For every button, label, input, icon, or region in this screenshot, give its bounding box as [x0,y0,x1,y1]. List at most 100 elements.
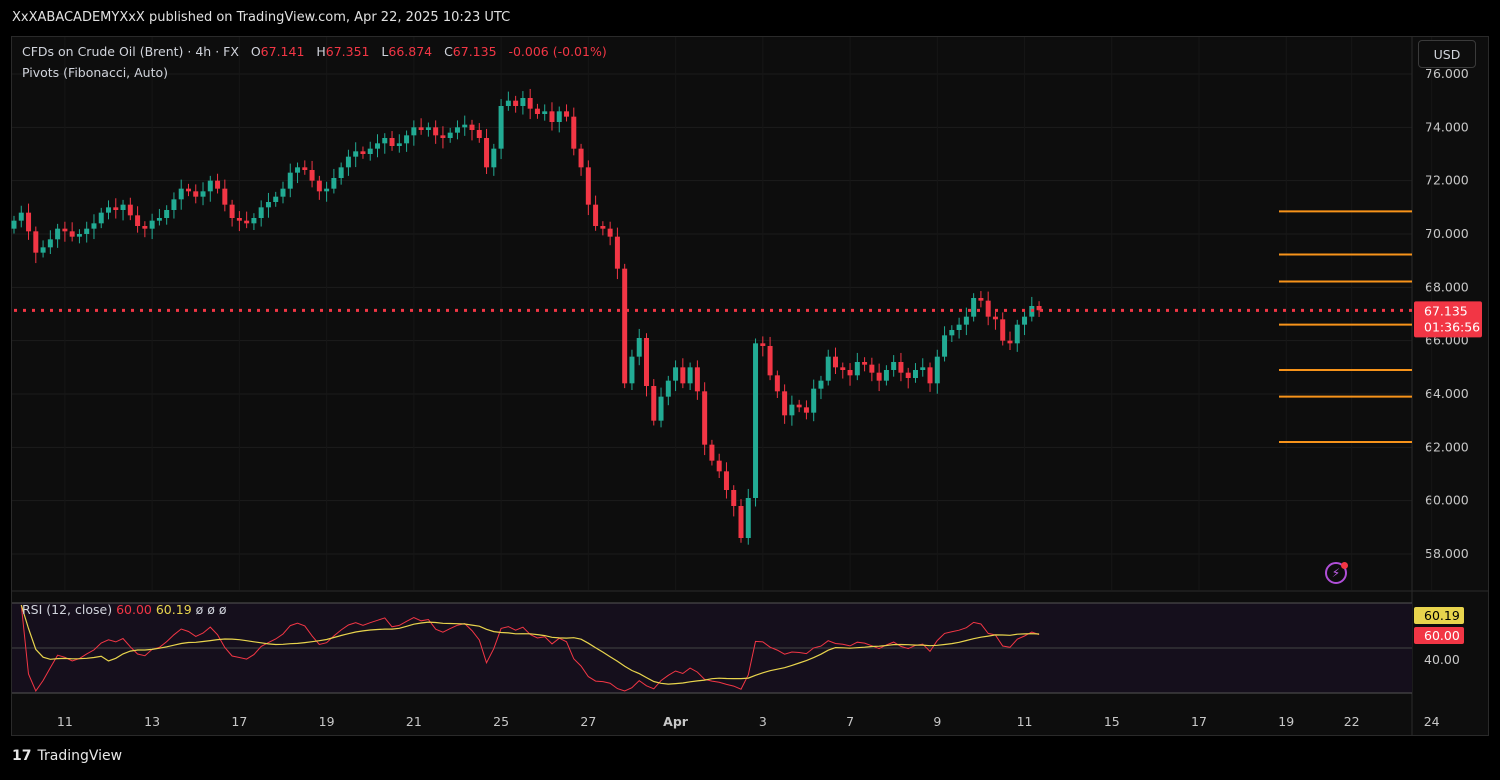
x-tick-label: 3 [759,714,767,729]
candle-body [622,268,628,384]
y-tick-label: 72.000 [1425,173,1469,188]
publish-bar: XxXABACADEMYXxX published on TradingView… [0,0,1500,36]
candle-body [905,372,911,378]
candle-body [353,151,359,157]
rsi-tick-label: 40.00 [1424,652,1460,667]
x-tick-label: 25 [493,714,509,729]
candle-body [709,444,715,461]
candle-body [338,167,344,178]
x-tick-label: 9 [933,714,941,729]
x-tick-label: 27 [580,714,596,729]
candle-body [949,330,955,336]
candle-body [454,127,460,133]
high-label: H [316,44,326,59]
candle-body [149,220,155,229]
candle-body [273,196,279,202]
rsi-title: RSI (12, close) [22,602,113,617]
candle-body [803,407,809,413]
candle-body [469,124,475,130]
candle-body [738,506,744,538]
candle-body [694,367,700,392]
candle-body [164,210,170,218]
candle-body [193,191,199,197]
candle-body [251,218,257,224]
candle-body [98,212,104,224]
candle-body [1036,306,1042,311]
candle-body [265,202,271,208]
symbol-name[interactable]: CFDs on Crude Oil (Brent) · 4h · FX [22,44,239,59]
rsi-legend[interactable]: RSI (12, close) 60.00 60.19 ø ø ø [22,602,227,617]
candle-body [171,199,177,210]
low-value: 66.874 [388,44,433,59]
candle-body [673,367,679,381]
candle-body [229,204,235,218]
candle-body [593,204,599,226]
candle-body [375,143,380,149]
candle-body [658,396,664,421]
candle-body [1000,319,1006,341]
rsi-ma-tag [1414,607,1464,624]
candle-body [607,228,613,237]
candle-body [687,367,693,384]
candle-body [978,298,984,301]
close-label: C [444,44,453,59]
candle-body [324,188,330,192]
candle-body [891,362,897,370]
candle-body [62,228,68,232]
candle-body [505,100,511,106]
candle-body [331,178,337,189]
x-tick-label: 22 [1344,714,1360,729]
last-price-tag [1414,301,1482,338]
currency-button[interactable]: USD [1418,40,1476,68]
candle-body [534,108,540,114]
candle-body [411,127,417,136]
candle-body [200,191,206,197]
candle-body [425,127,431,130]
candle-body [404,135,410,144]
candle-body [222,188,228,205]
tradingview-logo-icon: 17 [12,748,32,764]
candle-body [142,226,148,229]
candle-body [898,362,904,373]
candle-body [564,111,570,117]
candle-body [309,170,315,181]
candle-body [542,111,548,114]
candle-body [1022,316,1028,325]
countdown-label: 01:36:56 [1424,319,1480,334]
candle-body [934,356,940,384]
candle-body [55,228,61,240]
candle-body [680,367,686,384]
x-tick-label: 13 [144,714,160,729]
candle-body [796,404,802,408]
candle-body [702,391,708,445]
candle-body [1007,340,1013,344]
candle-body [840,367,846,370]
candle-body [498,106,504,149]
y-tick-label: 68.000 [1425,279,1469,294]
candle-body [418,127,424,130]
y-tick-label: 62.000 [1425,439,1469,454]
indicator-legend[interactable]: Pivots (Fibonacci, Auto) [22,65,169,80]
candle-body [520,98,526,106]
candle-body [91,223,97,229]
candle-body [956,324,962,330]
candle-body [665,380,671,397]
rsi-value-tag [1414,627,1464,644]
x-tick-label: 17 [231,714,247,729]
candle-body [476,130,482,138]
candle-body [244,220,250,224]
candle-body [484,138,490,168]
candle-body [396,143,402,146]
candle-body [127,204,133,216]
candle-body [33,231,39,253]
brand-name: TradingView [37,748,123,764]
candle-body [156,218,162,221]
candle-body [876,372,882,381]
candle-body [571,116,577,149]
flash-icon[interactable]: ⚡ [1325,562,1347,584]
footer-brand[interactable]: 17 TradingView [12,748,122,764]
candle-body [556,111,562,122]
candle-body [84,228,90,234]
candle-body [207,180,213,192]
